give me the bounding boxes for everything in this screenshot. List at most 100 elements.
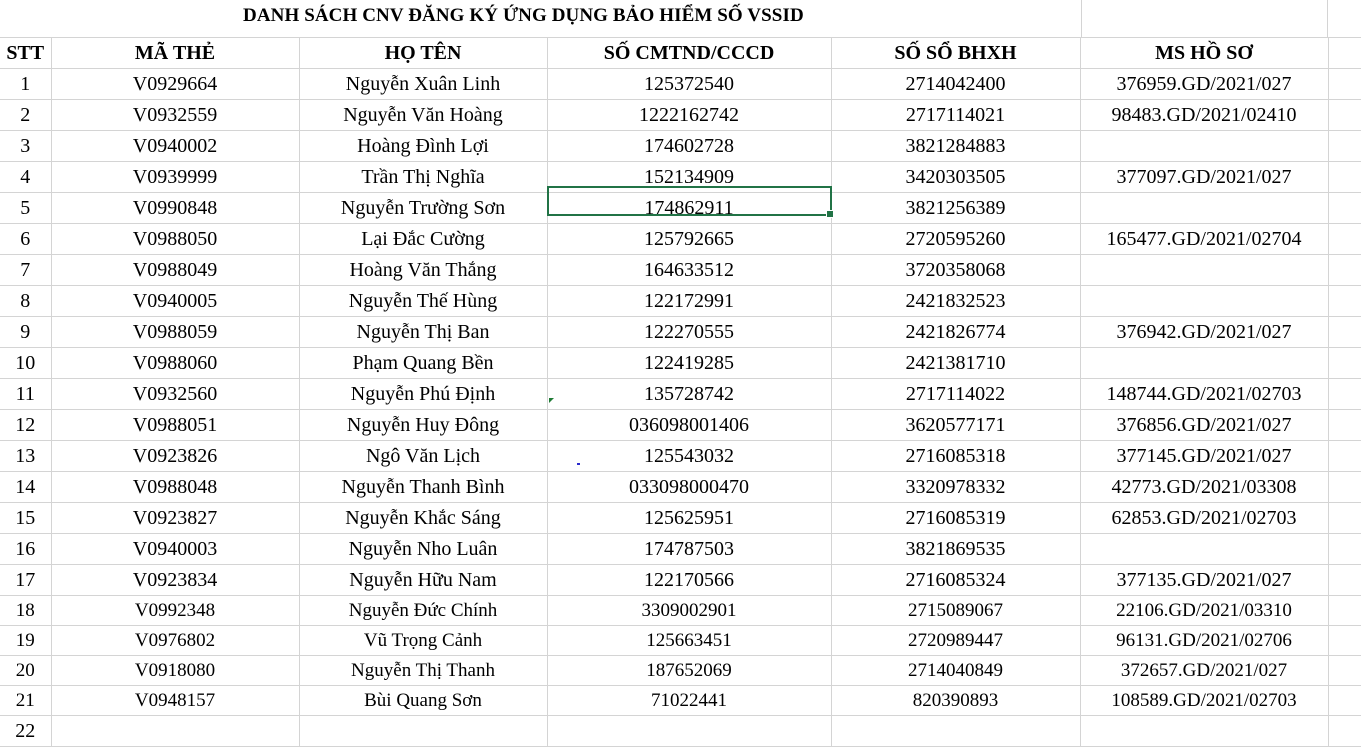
- cell-id-number[interactable]: 174862911: [547, 192, 832, 224]
- cell-card-code[interactable]: V0990848: [51, 192, 300, 224]
- cell-file-code[interactable]: [1080, 254, 1329, 286]
- empty-cell[interactable]: [1328, 223, 1361, 255]
- empty-cell[interactable]: [1328, 655, 1361, 686]
- cell-insurance-book[interactable]: 2714040849: [831, 655, 1081, 686]
- cell-file-code[interactable]: 108589.GD/2021/02703: [1080, 685, 1329, 716]
- cell-stt[interactable]: 3: [0, 130, 52, 162]
- cell-stt[interactable]: 21: [0, 685, 52, 716]
- cell-id-number[interactable]: 122172991: [547, 285, 832, 317]
- cell-id-number[interactable]: 036098001406: [547, 409, 832, 441]
- empty-cell[interactable]: [1328, 564, 1361, 596]
- cell-id-number[interactable]: 125663451: [547, 625, 832, 656]
- cell-full-name[interactable]: Nguyễn Huy Đông: [299, 409, 548, 441]
- cell-insurance-book[interactable]: [831, 715, 1081, 747]
- cell-id-number[interactable]: 135728742: [547, 378, 832, 410]
- cell-stt[interactable]: 15: [0, 502, 52, 534]
- header-full-name[interactable]: HỌ TÊN: [299, 37, 548, 69]
- cell-full-name[interactable]: Nguyễn Thanh Bình: [299, 471, 548, 503]
- cell-id-number[interactable]: 122270555: [547, 316, 832, 348]
- cell-id-number[interactable]: 125792665: [547, 223, 832, 255]
- cell-card-code[interactable]: V0923826: [51, 440, 300, 472]
- empty-cell[interactable]: [1328, 685, 1361, 716]
- cell-full-name[interactable]: [299, 715, 548, 747]
- cell-file-code[interactable]: 372657.GD/2021/027: [1080, 655, 1329, 686]
- empty-cell[interactable]: [1328, 99, 1361, 131]
- cell-id-number[interactable]: 164633512: [547, 254, 832, 286]
- empty-cell[interactable]: [1328, 254, 1361, 286]
- cell-id-number[interactable]: 122170566: [547, 564, 832, 596]
- cell-id-number[interactable]: 125543032: [547, 440, 832, 472]
- cell-full-name[interactable]: Nguyễn Đức Chính: [299, 595, 548, 626]
- cell-card-code[interactable]: V0929664: [51, 68, 300, 100]
- cell-full-name[interactable]: Vũ Trọng Cảnh: [299, 625, 548, 656]
- cell-file-code[interactable]: [1080, 285, 1329, 317]
- cell-full-name[interactable]: Nguyễn Phú Định: [299, 378, 548, 410]
- cell-stt[interactable]: 16: [0, 533, 52, 565]
- cell-file-code[interactable]: 165477.GD/2021/02704: [1080, 223, 1329, 255]
- cell-insurance-book[interactable]: 2714042400: [831, 68, 1081, 100]
- cell-full-name[interactable]: Bùi Quang Sơn: [299, 685, 548, 716]
- cell-stt[interactable]: 6: [0, 223, 52, 255]
- empty-cell[interactable]: [1328, 625, 1361, 656]
- cell-id-number[interactable]: 1222162742: [547, 99, 832, 131]
- cell-file-code[interactable]: 376959.GD/2021/027: [1080, 68, 1329, 100]
- cell-full-name[interactable]: Nguyễn Trường Sơn: [299, 192, 548, 224]
- cell-full-name[interactable]: Nguyễn Thế Hùng: [299, 285, 548, 317]
- cell-card-code[interactable]: [51, 715, 300, 747]
- cell-file-code[interactable]: 98483.GD/2021/02410: [1080, 99, 1329, 131]
- empty-cell[interactable]: [1328, 130, 1361, 162]
- cell-card-code[interactable]: V0940002: [51, 130, 300, 162]
- cell-stt[interactable]: 10: [0, 347, 52, 379]
- cell-full-name[interactable]: Hoàng Đình Lợi: [299, 130, 548, 162]
- empty-cell[interactable]: [1328, 378, 1361, 410]
- cell-stt[interactable]: 4: [0, 161, 52, 193]
- cell-id-number[interactable]: 71022441: [547, 685, 832, 716]
- cell-card-code[interactable]: V0940003: [51, 533, 300, 565]
- cell-insurance-book[interactable]: 2720989447: [831, 625, 1081, 656]
- cell-insurance-book[interactable]: 2716085318: [831, 440, 1081, 472]
- cell-card-code[interactable]: V0948157: [51, 685, 300, 716]
- cell-card-code[interactable]: V0988060: [51, 347, 300, 379]
- cell-file-code[interactable]: [1080, 192, 1329, 224]
- cell-full-name[interactable]: Trần Thị Nghĩa: [299, 161, 548, 193]
- cell-file-code[interactable]: 62853.GD/2021/02703: [1080, 502, 1329, 534]
- cell-insurance-book[interactable]: 2715089067: [831, 595, 1081, 626]
- cell-insurance-book[interactable]: 3821869535: [831, 533, 1081, 565]
- cell-insurance-book[interactable]: 2421832523: [831, 285, 1081, 317]
- cell-stt[interactable]: 12: [0, 409, 52, 441]
- cell-id-number[interactable]: 033098000470: [547, 471, 832, 503]
- header-stt[interactable]: STT: [0, 37, 52, 69]
- empty-cell[interactable]: [1328, 715, 1361, 747]
- cell-full-name[interactable]: Lại Đắc Cường: [299, 223, 548, 255]
- cell-card-code[interactable]: V0992348: [51, 595, 300, 626]
- empty-cell[interactable]: [1328, 161, 1361, 193]
- cell-full-name[interactable]: Nguyễn Thị Ban: [299, 316, 548, 348]
- title-row[interactable]: DANH SÁCH CNV ĐĂNG KÝ ỨNG DỤNG BẢO HIỂM …: [0, 0, 1361, 37]
- cell-stt[interactable]: 17: [0, 564, 52, 596]
- cell-stt[interactable]: 19: [0, 625, 52, 656]
- cell-stt[interactable]: 8: [0, 285, 52, 317]
- cell-insurance-book[interactable]: 3420303505: [831, 161, 1081, 193]
- cell-insurance-book[interactable]: 2720595260: [831, 223, 1081, 255]
- cell-id-number[interactable]: 125372540: [547, 68, 832, 100]
- cell-id-number[interactable]: 122419285: [547, 347, 832, 379]
- cell-card-code[interactable]: V0940005: [51, 285, 300, 317]
- cell-id-number[interactable]: 187652069: [547, 655, 832, 686]
- cell-insurance-book[interactable]: 3821256389: [831, 192, 1081, 224]
- cell-id-number[interactable]: 152134909: [547, 161, 832, 193]
- cell-card-code[interactable]: V0988049: [51, 254, 300, 286]
- cell-stt[interactable]: 1: [0, 68, 52, 100]
- empty-cell[interactable]: [1328, 440, 1361, 472]
- cell-card-code[interactable]: V0976802: [51, 625, 300, 656]
- cell-card-code[interactable]: V0988048: [51, 471, 300, 503]
- header-file-code[interactable]: MS HỒ SƠ: [1080, 37, 1329, 69]
- cell-card-code[interactable]: V0923827: [51, 502, 300, 534]
- cell-full-name[interactable]: Hoàng Văn Thắng: [299, 254, 548, 286]
- cell-file-code[interactable]: 376942.GD/2021/027: [1080, 316, 1329, 348]
- cell-insurance-book[interactable]: 3620577171: [831, 409, 1081, 441]
- cell-file-code[interactable]: [1080, 130, 1329, 162]
- cell-file-code[interactable]: [1080, 533, 1329, 565]
- cell-insurance-book[interactable]: 2717114021: [831, 99, 1081, 131]
- cell-stt[interactable]: 18: [0, 595, 52, 626]
